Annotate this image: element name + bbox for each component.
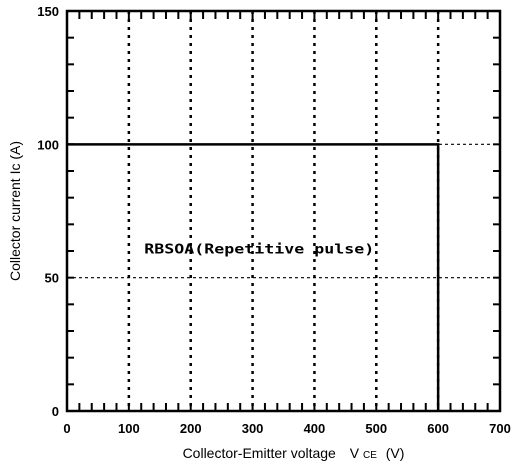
x-tick-label: 100	[118, 421, 140, 436]
minor-ticks	[66, 10, 501, 412]
x-tick-label: 500	[365, 421, 387, 436]
x-axis-title: Collector-Emitter voltage V CE (V)	[183, 445, 405, 461]
x-tick-labels: 0 100 200 300 400 500 600 700	[63, 421, 510, 436]
y-tick-label: 50	[45, 271, 59, 286]
grid-lines	[67, 11, 500, 411]
y-axis-title: Collector current Ic (A)	[7, 141, 23, 281]
x-tick-label: 300	[242, 421, 264, 436]
rbsoa-boundary-line	[67, 143, 440, 411]
x-axis-unit: (V)	[386, 445, 405, 461]
x-axis-subscript: CE	[363, 450, 377, 461]
y-tick-labels: 0 50 100 150	[37, 4, 59, 419]
y-tick-label: 100	[37, 137, 59, 152]
x-tick-label: 700	[489, 421, 511, 436]
x-tick-label: 200	[180, 421, 202, 436]
y-tick-label: 0	[52, 404, 59, 419]
plot-frame	[65, 9, 502, 413]
y-tick-label: 150	[37, 4, 59, 19]
x-axis-title-text: Collector-Emitter voltage	[183, 445, 336, 461]
rbsoa-annotation: RBSOA(Repetitive pulse)	[144, 243, 374, 258]
x-tick-label: 600	[427, 421, 449, 436]
x-axis-symbol: V	[350, 445, 360, 461]
x-tick-label: 400	[304, 421, 326, 436]
series-layer	[67, 143, 440, 411]
x-tick-label: 0	[63, 421, 70, 436]
